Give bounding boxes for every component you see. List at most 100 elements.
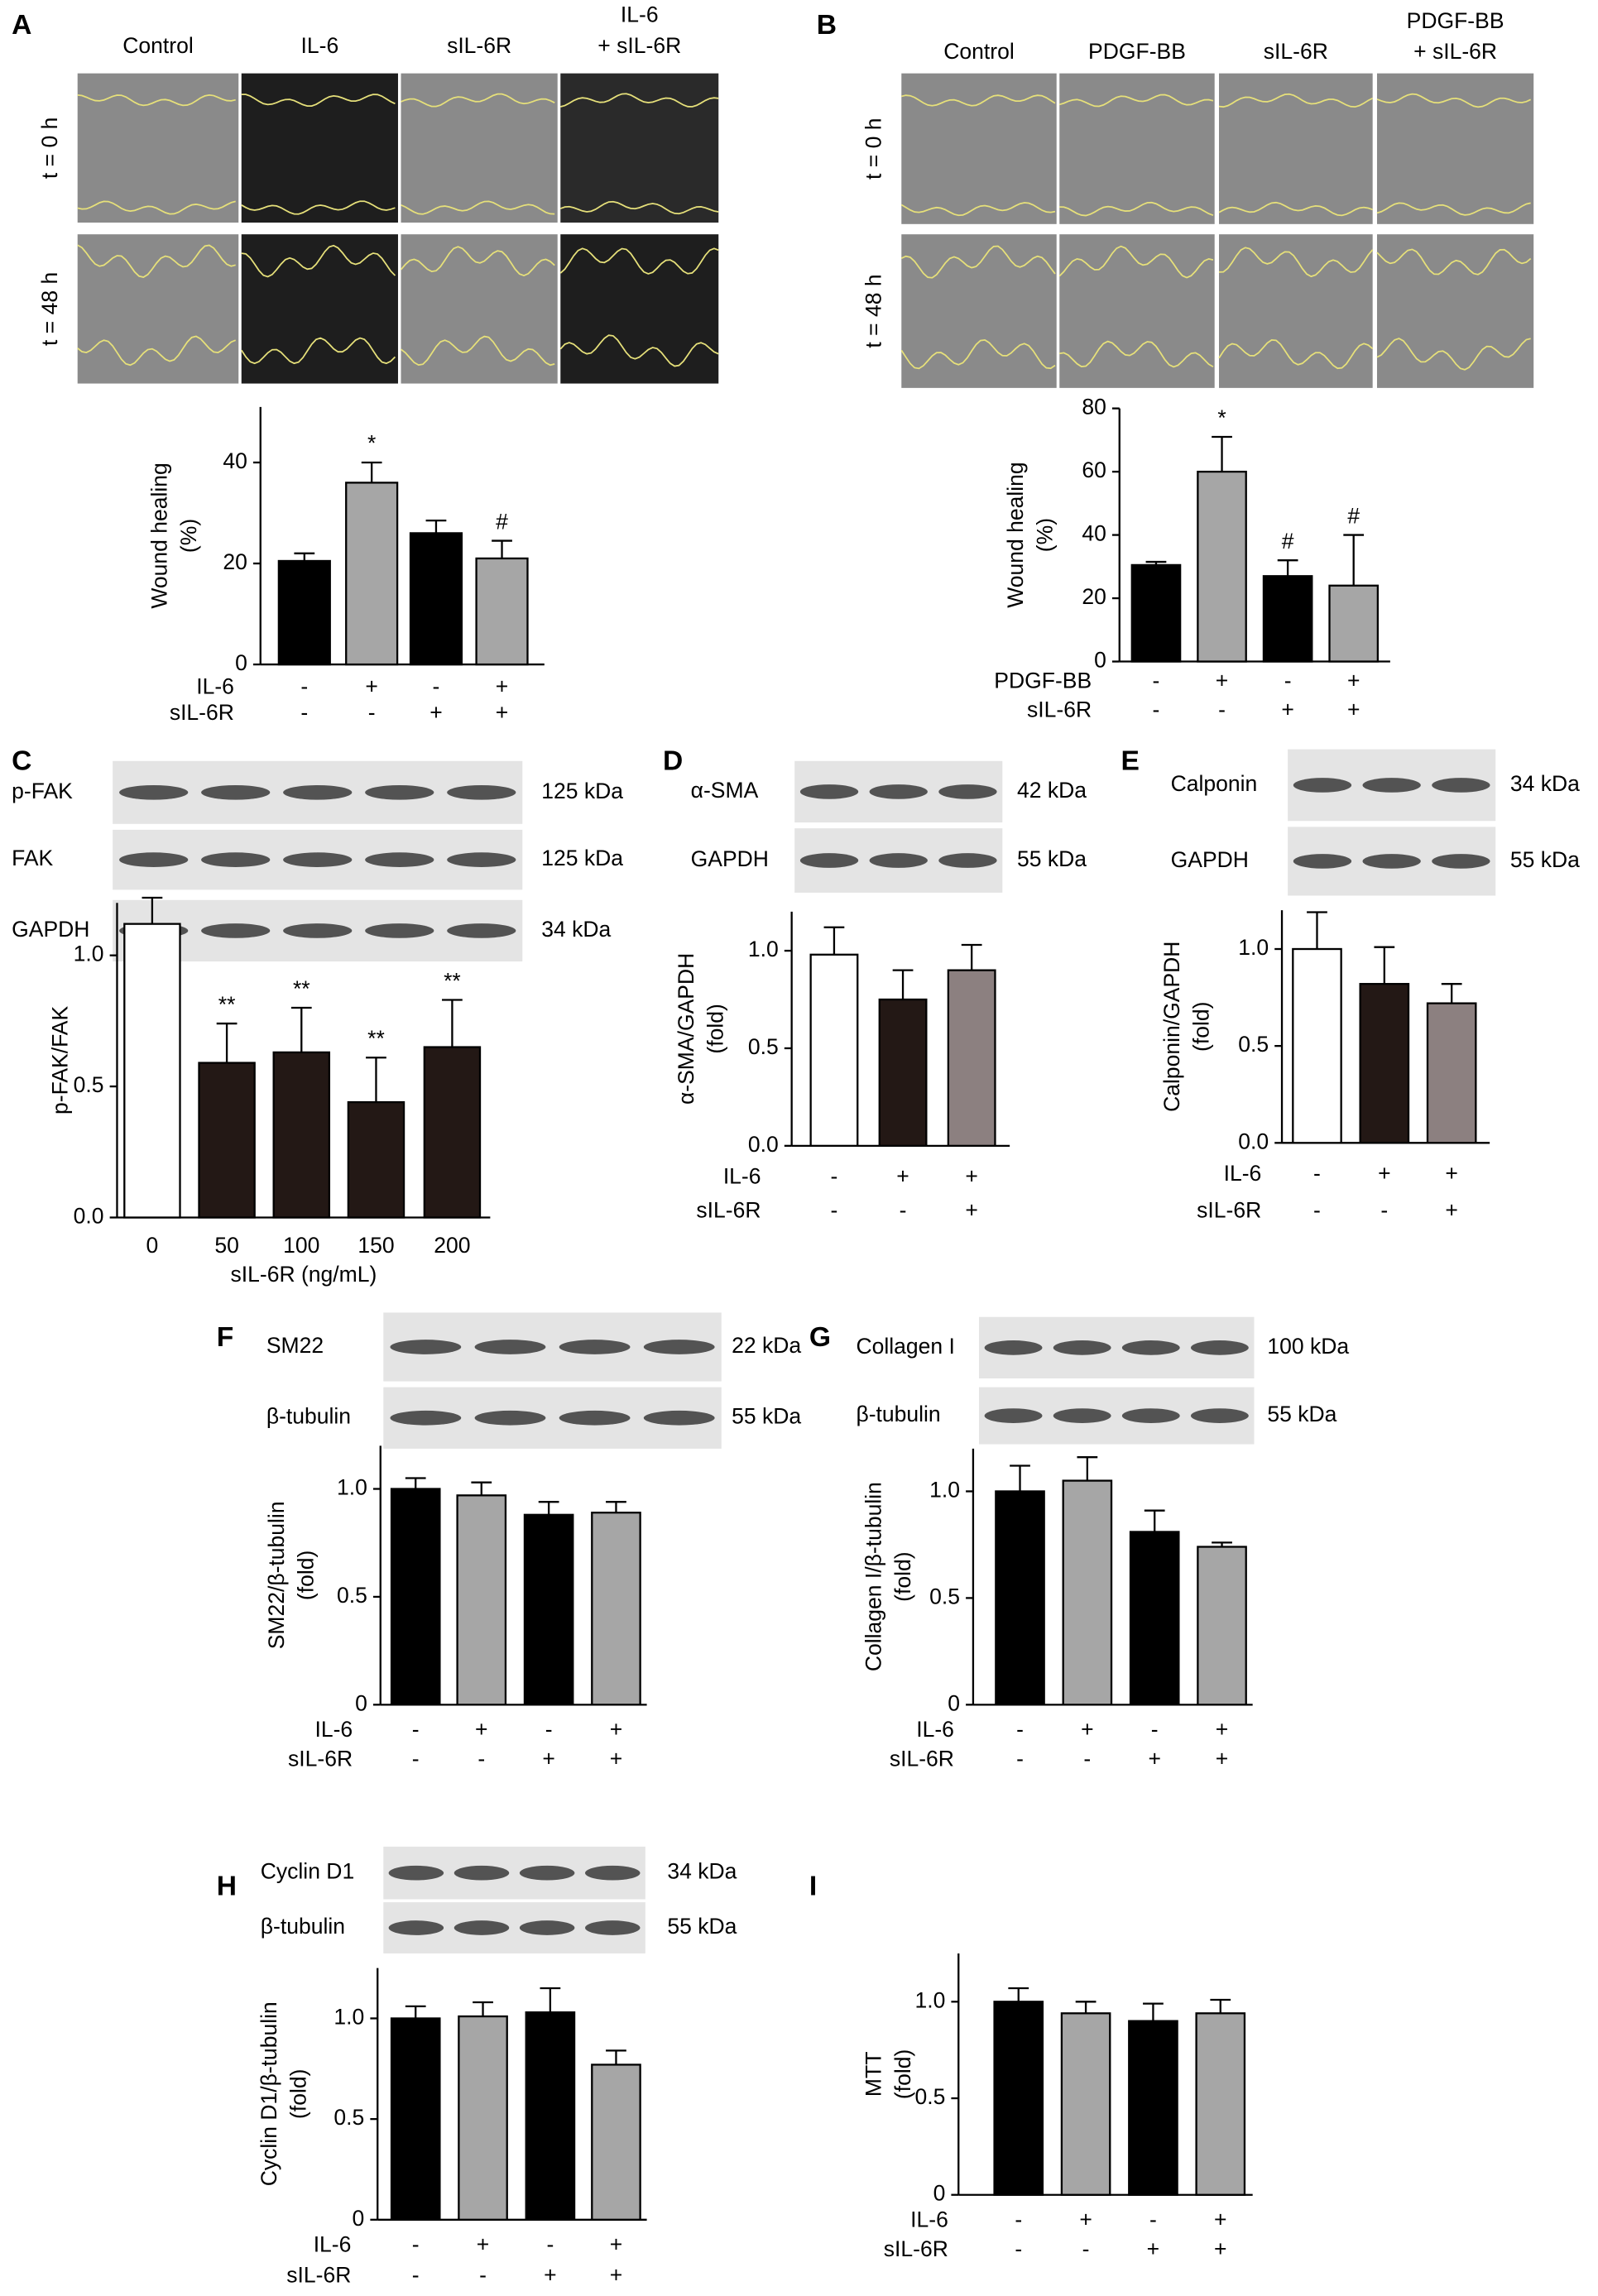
blot-band <box>388 1865 444 1881</box>
condition-sign: - <box>1016 1717 1024 1742</box>
bar <box>423 1046 482 1219</box>
error-bar <box>1075 2001 1097 2014</box>
y-axis-label: (fold) <box>286 2069 311 2119</box>
bar <box>995 1490 1045 1706</box>
panel-letter: E <box>1121 745 1140 776</box>
error-bar <box>1210 1998 1231 2014</box>
x-tick-label: 150 <box>358 1233 394 1258</box>
error-bar <box>425 520 447 534</box>
error-bar <box>1008 1987 1029 2002</box>
wound-edge <box>401 200 555 215</box>
blot-band <box>1293 778 1352 793</box>
bar <box>1060 2012 1111 2196</box>
condition-sign: - <box>1218 697 1226 722</box>
blot-band <box>1432 854 1490 869</box>
bar <box>390 1488 441 1706</box>
bar <box>1129 1531 1180 1706</box>
blot-size: 42 kDa <box>1017 778 1087 803</box>
image-column-label: PDGF-BB <box>1407 8 1504 33</box>
condition-sign: + <box>965 1197 977 1222</box>
y-axis-label: (%) <box>176 519 201 553</box>
significance-mark: ** <box>293 976 310 1001</box>
wound-edge <box>1058 245 1214 279</box>
blot-band <box>1053 1340 1111 1355</box>
y-axis-label: α-SMA/GAPDH <box>674 953 698 1105</box>
significance-mark: ** <box>444 968 461 993</box>
wound-edge <box>559 200 719 215</box>
y-tick-label: 1.0 <box>74 942 104 966</box>
panel: I 0 0.5 1.0 MTT (fold) IL-6 - + - + sIL-6R - - + + <box>809 1871 1253 2261</box>
condition-label: IL-6 <box>314 2232 352 2257</box>
y-tick-label: 0 <box>355 1690 367 1715</box>
error-bar <box>1307 911 1327 950</box>
blot-band <box>283 852 353 867</box>
error-bar <box>1212 435 1232 472</box>
error-bar <box>892 969 914 1000</box>
blot-band <box>984 1408 1043 1423</box>
condition-sign: - <box>1082 2236 1090 2261</box>
bar <box>993 2001 1044 2196</box>
condition-label: sIL-6R <box>696 1197 761 1222</box>
significance-mark: # <box>1282 529 1294 554</box>
image-row-label: t = 0 h <box>861 118 885 180</box>
blot-size: 34 kDa <box>667 1859 737 1884</box>
condition-label: sIL-6R <box>1197 1197 1261 1222</box>
condition-sign: + <box>1081 1717 1094 1742</box>
error-bar <box>961 943 982 971</box>
significance-mark: ** <box>218 992 236 1017</box>
blot-label: β-tubulin <box>856 1402 940 1426</box>
condition-sign: - <box>412 1747 420 1771</box>
condition-sign: + <box>477 2232 490 2257</box>
y-tick-label: 0.0 <box>748 1132 779 1157</box>
condition-sign: + <box>965 1164 977 1189</box>
image-row-label: t = 48 h <box>861 274 885 348</box>
bar <box>1130 563 1182 663</box>
y-axis-label: (fold) <box>890 1551 915 1601</box>
panel-letter: F <box>217 1322 234 1353</box>
blot-band <box>390 1340 462 1354</box>
y-axis-label: (fold) <box>890 2049 915 2099</box>
condition-sign: + <box>1147 2236 1160 2261</box>
y-tick-label: 0.5 <box>334 2105 364 2130</box>
condition-sign: - <box>433 673 440 698</box>
wound-edge <box>1376 338 1531 371</box>
condition-sign: - <box>1153 668 1160 693</box>
blot-label: β-tubulin <box>261 1914 345 1939</box>
bar <box>123 923 181 1219</box>
micrograph <box>560 73 719 223</box>
blot-label: Calponin <box>1171 771 1258 796</box>
significance-mark: * <box>367 431 376 456</box>
blot-band <box>799 784 859 799</box>
panel-letter: I <box>809 1871 817 1901</box>
wound-edge <box>1059 340 1214 368</box>
error-bar <box>540 1987 561 2013</box>
image-column-label: + sIL-6R <box>1413 39 1497 64</box>
condition-sign: - <box>300 700 308 725</box>
condition-sign: + <box>1445 1161 1457 1186</box>
bar <box>591 1512 641 1706</box>
panel: Dα-SMA 42 kDa GAPDH 55 kDa 0.0 0.5 1.0 α-SMA/GA… <box>663 745 1087 1222</box>
wound-edge <box>1218 201 1373 217</box>
y-tick-label: 20 <box>223 549 247 574</box>
blot-band <box>283 923 353 938</box>
y-axis-label: Cyclin D1/β-tubulin <box>257 2001 281 2186</box>
bar <box>878 998 928 1147</box>
bar <box>1197 1546 1247 1706</box>
y-tick-label: 1.0 <box>929 1477 960 1502</box>
y-tick-label: 0.5 <box>929 1584 960 1608</box>
y-axis-label: (fold) <box>703 1004 727 1053</box>
panel-letter: H <box>217 1871 237 1901</box>
condition-sign: + <box>542 1747 555 1771</box>
y-tick-label: 0 <box>1094 648 1106 673</box>
panel: Cp-FAK 125 kDa FAK 125 kDa GAPDH 34 kDa 0.0 0.5… <box>12 745 623 1287</box>
y-tick-label: 0.5 <box>914 2084 945 2109</box>
bar <box>272 1051 331 1219</box>
significance-mark: # <box>1347 503 1360 528</box>
y-tick-label: 60 <box>1082 458 1106 482</box>
blot-size: 125 kDa <box>541 846 623 870</box>
wound-edge <box>241 93 396 107</box>
condition-sign: - <box>412 1717 420 1742</box>
condition-label: IL-6 <box>196 673 234 698</box>
x-tick-label: 100 <box>283 1233 319 1258</box>
bar <box>390 2017 441 2221</box>
